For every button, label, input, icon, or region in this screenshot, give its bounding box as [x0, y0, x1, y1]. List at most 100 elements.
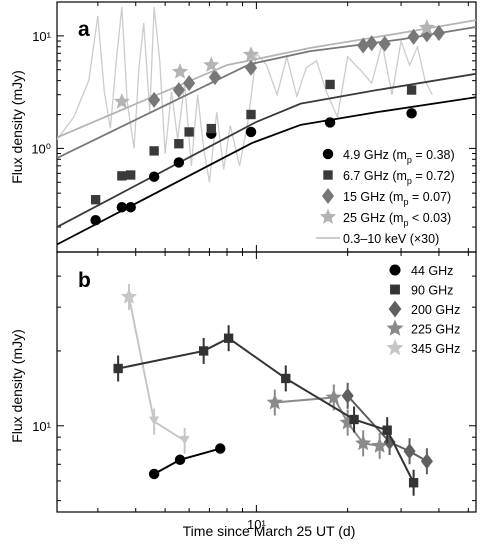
legend-label: 44 GHz	[411, 264, 453, 278]
data-point	[208, 69, 221, 86]
data-point	[382, 425, 392, 435]
legend-tail: < 0.03)	[408, 211, 451, 225]
data-point	[244, 59, 258, 76]
panel-b: 10¹ 10¹ b Flux density (mJy) 44 GHz 90 GHz…	[9, 251, 477, 532]
legend-sub: p	[403, 218, 408, 228]
data-point	[406, 85, 417, 95]
panel-b-label: b	[78, 269, 91, 292]
panel-a-label: a	[78, 18, 90, 41]
data-point	[246, 109, 256, 120]
legend-label: 15 GHz (mp = 0.07)	[343, 190, 451, 207]
data-point	[339, 414, 356, 430]
panel-b-ylabel: Flux density (mJy)	[9, 329, 25, 443]
upper-limit-marker	[179, 435, 190, 445]
data-point	[325, 388, 342, 405]
data-point	[206, 123, 216, 134]
panel-b-data	[113, 283, 433, 496]
legend-label: 0.3–10 keV (×30)	[343, 232, 439, 246]
data-point	[148, 468, 160, 480]
legend-marker	[323, 170, 333, 180]
legend-marker	[322, 148, 334, 160]
y-tick-label: 10¹	[32, 419, 51, 434]
legend-tail: = 0.38)	[412, 148, 455, 162]
data-point	[266, 394, 283, 410]
panel-a-data	[57, 7, 476, 246]
data-point	[148, 91, 161, 108]
legend-marker	[319, 208, 337, 224]
series-line	[117, 337, 415, 484]
legend-label: 345 GHz	[411, 342, 460, 356]
data-point	[148, 171, 160, 182]
data-point	[383, 434, 396, 451]
panel-b-legend: 44 GHz 90 GHz 200 GHz 225 GHz 345 GHz	[386, 264, 460, 356]
legend-sub: p	[407, 176, 412, 186]
data-point	[432, 25, 445, 41]
panel-a-ticks: 10⁰ 10¹	[31, 1, 476, 252]
fit-curve	[57, 96, 476, 246]
panel-a-legend: 4.9 GHz (mp = 0.38) 6.7 GHz (mp = 0.72) 15…	[316, 148, 455, 246]
data-point	[90, 195, 101, 205]
legend-marker	[386, 339, 404, 356]
series-line	[153, 447, 221, 475]
legend-label: 6.7 GHz (mp = 0.72)	[343, 169, 455, 186]
data-point	[420, 453, 433, 470]
legend-tail: = 0.07)	[408, 190, 451, 204]
data-point	[378, 35, 391, 52]
legend-tail: = 0.72)	[412, 169, 455, 183]
data-point	[223, 333, 234, 343]
data-point	[120, 288, 138, 304]
x-tick-label: 10¹	[247, 517, 266, 532]
panel-a-ylabel: Flux density (mJy)	[9, 70, 25, 184]
data-point	[403, 443, 416, 460]
legend-label: 225 GHz	[411, 323, 460, 337]
legend-marker	[390, 284, 400, 295]
data-point	[90, 214, 101, 226]
data-point	[242, 46, 260, 62]
data-point	[174, 454, 186, 465]
data-point	[365, 35, 378, 52]
panel-b-frame	[56, 251, 477, 513]
data-point	[203, 56, 220, 72]
data-point	[341, 387, 354, 404]
data-point	[184, 127, 194, 137]
x-axis-label: Time since March 25 UT (d)	[183, 523, 356, 539]
data-point	[357, 37, 370, 54]
legend-sub: p	[403, 197, 408, 207]
data-point	[406, 108, 417, 119]
data-point	[418, 19, 435, 35]
data-point	[183, 75, 196, 92]
data-point	[117, 171, 127, 181]
data-point	[325, 79, 335, 90]
data-point	[355, 434, 372, 451]
data-point	[198, 346, 209, 356]
legend-sub: p	[407, 155, 412, 165]
data-point	[172, 82, 185, 99]
xray-light-curve	[57, 7, 433, 183]
legend-label: 200 GHz	[411, 303, 460, 317]
data-point	[126, 170, 136, 180]
data-point	[215, 443, 226, 454]
data-point	[407, 28, 420, 45]
legend-marker	[389, 264, 401, 276]
panel-a: 10⁰ 10¹ a Flux density (mJy) 4.9 GHz (mp …	[9, 1, 477, 253]
legend-label: 4.9 GHz (mp = 0.38)	[343, 148, 455, 165]
fit-curve	[57, 72, 476, 228]
legend-marker	[321, 188, 335, 204]
data-point	[174, 139, 184, 149]
data-point	[171, 63, 189, 79]
data-point	[408, 478, 419, 488]
data-point	[371, 437, 388, 453]
legend-label: 90 GHz	[411, 284, 453, 298]
data-point	[113, 93, 130, 109]
data-point	[281, 373, 291, 384]
y-tick-label: 10⁰	[31, 141, 51, 156]
legend-marker	[388, 300, 402, 318]
legend-marker	[386, 319, 404, 336]
data-point	[125, 201, 136, 213]
legend-label: 25 GHz (mp < 0.03)	[343, 211, 451, 228]
data-point	[349, 414, 359, 425]
data-point	[116, 201, 128, 213]
data-point	[149, 146, 159, 156]
upper-limit-marker	[149, 416, 160, 426]
